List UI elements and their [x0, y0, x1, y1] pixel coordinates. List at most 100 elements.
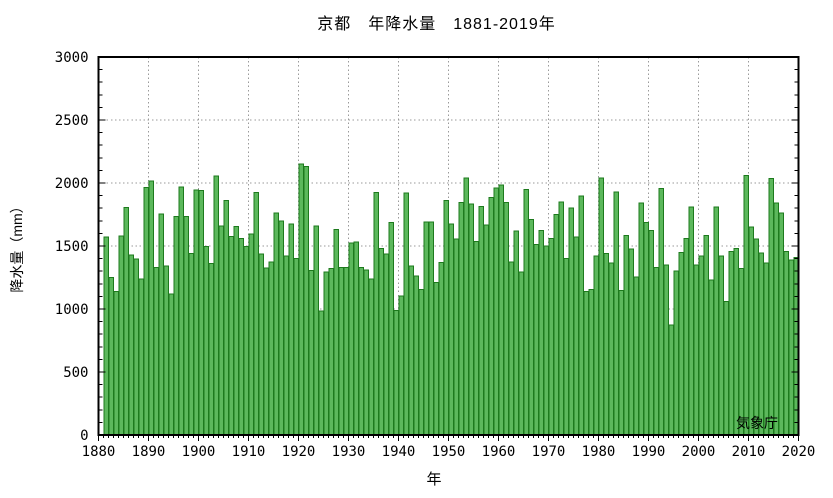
bar-1963 — [513, 230, 519, 436]
bar-1951 — [453, 238, 459, 436]
bar-1939 — [393, 309, 399, 436]
bar-1981 — [603, 253, 609, 436]
bar-1891 — [153, 266, 159, 436]
bar-1907 — [233, 225, 239, 436]
x-tick-label: 1980 — [582, 444, 616, 460]
bar-1889 — [143, 186, 149, 436]
bar-1954 — [468, 203, 474, 436]
bar-1900 — [198, 190, 204, 436]
bar-1946 — [428, 221, 434, 436]
bar-1924 — [318, 310, 324, 436]
y-tick-label: 2500 — [55, 113, 89, 129]
bar-1990 — [648, 229, 654, 436]
y-tick-label: 0 — [80, 428, 88, 444]
bar-1957 — [483, 224, 489, 436]
bar-1915 — [273, 212, 279, 436]
bar-1892 — [158, 213, 164, 436]
bar-1945 — [423, 221, 429, 436]
bar-1899 — [193, 189, 199, 436]
y-axis-title: 降水量（mm） — [9, 199, 25, 293]
bar-1883 — [113, 290, 119, 436]
bar-2001 — [703, 234, 709, 436]
bar-1887 — [133, 258, 139, 436]
bar-1950 — [448, 223, 454, 436]
bar-1938 — [388, 222, 394, 436]
x-tick-label: 1940 — [382, 444, 416, 460]
bar-1968 — [538, 229, 544, 436]
x-tick-label: 1900 — [182, 444, 216, 460]
bar-1914 — [268, 261, 274, 436]
x-tick-label: 2000 — [682, 444, 716, 460]
bar-1947 — [433, 282, 439, 436]
bar-1925 — [323, 271, 329, 436]
bar-1970 — [548, 237, 554, 436]
bar-1936 — [378, 248, 384, 436]
bar-2000 — [698, 255, 704, 436]
bar-1920 — [298, 163, 304, 436]
bar-1904 — [218, 225, 224, 436]
bar-1893 — [163, 265, 169, 436]
bar-2018 — [788, 259, 794, 436]
bar-1908 — [238, 237, 244, 436]
bar-1952 — [458, 202, 464, 436]
x-tick-label: 2010 — [732, 444, 766, 460]
bar-1933 — [363, 269, 369, 436]
bar-1926 — [328, 268, 334, 436]
bar-1940 — [398, 295, 404, 436]
bar-1928 — [338, 266, 344, 436]
bar-1958 — [488, 196, 494, 436]
bar-1941 — [403, 192, 409, 436]
bar-1898 — [188, 253, 194, 436]
bar-1974 — [568, 207, 574, 436]
bar-1927 — [333, 229, 339, 436]
bar-1967 — [533, 244, 539, 436]
bar-1895 — [173, 215, 179, 436]
y-tick-label: 2000 — [55, 176, 89, 192]
bar-1977 — [583, 290, 589, 436]
bar-1901 — [203, 246, 209, 436]
bar-1923 — [313, 225, 319, 436]
bar-2015 — [773, 202, 779, 436]
bar-1921 — [303, 166, 309, 436]
bar-1985 — [623, 234, 629, 436]
bar-1965 — [523, 188, 529, 436]
bar-1961 — [503, 202, 509, 436]
bar-1916 — [278, 220, 284, 436]
bar-1913 — [263, 267, 269, 436]
bar-1995 — [673, 270, 679, 436]
bar-1975 — [573, 236, 579, 436]
bar-1962 — [508, 261, 514, 436]
bar-1979 — [593, 255, 599, 436]
chart-title: 京都 年降水量 1881-2019年 — [317, 16, 556, 33]
bar-1943 — [413, 275, 419, 436]
bar-1960 — [498, 184, 504, 436]
y-tick-label: 500 — [63, 365, 88, 381]
bar-1884 — [118, 235, 124, 436]
bar-1905 — [223, 200, 229, 436]
bar-2003 — [713, 206, 719, 436]
bar-1897 — [183, 215, 189, 436]
bar-1890 — [148, 180, 154, 436]
bar-1885 — [123, 207, 129, 436]
bar-1937 — [383, 253, 389, 436]
bar-1993 — [663, 264, 669, 436]
bar-1931 — [353, 241, 359, 436]
bar-1988 — [638, 202, 644, 436]
bar-1888 — [138, 278, 144, 436]
bar-1896 — [178, 186, 184, 436]
bar-2008 — [738, 268, 744, 436]
bar-2012 — [758, 252, 764, 436]
bar-2014 — [768, 178, 774, 436]
bar-1935 — [373, 191, 379, 436]
bar-1949 — [443, 200, 449, 436]
y-tick-label: 1000 — [55, 302, 89, 318]
bar-1902 — [208, 263, 214, 436]
bar-1998 — [688, 206, 694, 436]
bar-1944 — [418, 288, 424, 436]
bar-1999 — [693, 264, 699, 436]
bar-1987 — [633, 276, 639, 436]
bar-1911 — [253, 191, 259, 436]
bar-2017 — [783, 251, 789, 436]
bar-1919 — [293, 258, 299, 436]
bar-2016 — [778, 212, 784, 436]
